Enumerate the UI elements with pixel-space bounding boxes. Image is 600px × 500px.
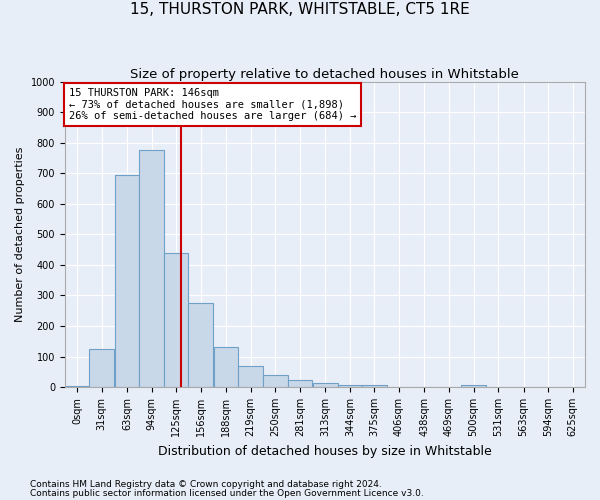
X-axis label: Distribution of detached houses by size in Whitstable: Distribution of detached houses by size … [158,444,492,458]
Bar [338,385,362,387]
Bar [65,386,89,387]
Text: 15 THURSTON PARK: 146sqm
← 73% of detached houses are smaller (1,898)
26% of sem: 15 THURSTON PARK: 146sqm ← 73% of detach… [69,88,356,121]
Bar [263,376,287,387]
Bar [238,366,263,387]
Title: Size of property relative to detached houses in Whitstable: Size of property relative to detached ho… [130,68,520,80]
Bar [461,384,486,387]
Y-axis label: Number of detached properties: Number of detached properties [15,146,25,322]
Text: Contains HM Land Registry data © Crown copyright and database right 2024.: Contains HM Land Registry data © Crown c… [30,480,382,489]
Bar [89,349,114,387]
Bar [313,384,338,387]
Text: 15, THURSTON PARK, WHITSTABLE, CT5 1RE: 15, THURSTON PARK, WHITSTABLE, CT5 1RE [130,2,470,18]
Bar [188,303,213,387]
Bar [214,348,238,387]
Bar [362,385,387,387]
Bar [139,150,164,387]
Bar [164,252,188,387]
Text: Contains public sector information licensed under the Open Government Licence v3: Contains public sector information licen… [30,488,424,498]
Bar [115,175,139,387]
Bar [287,380,312,387]
